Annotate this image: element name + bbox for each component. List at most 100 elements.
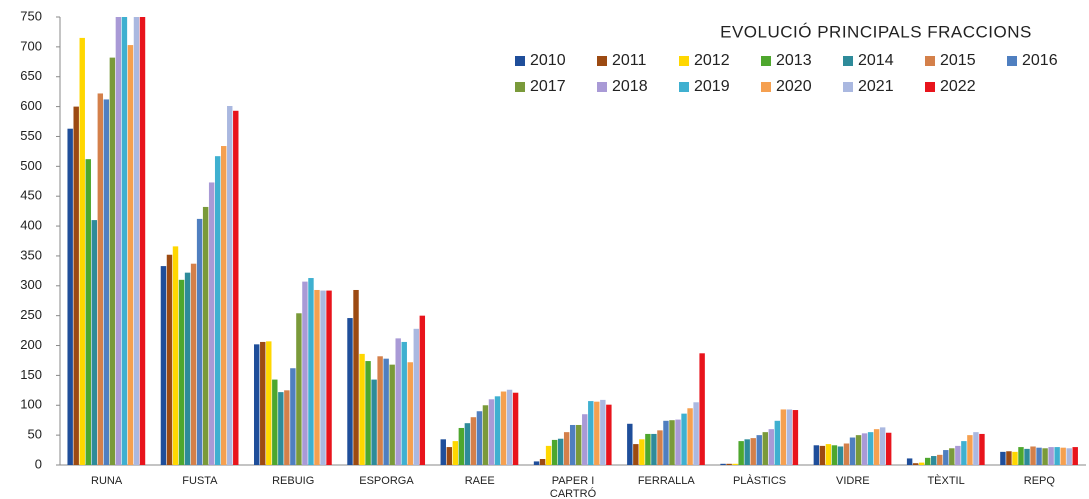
bar [693, 402, 699, 465]
bar [645, 433, 651, 465]
legend-swatch [925, 56, 935, 66]
bar [320, 290, 326, 465]
y-tick-label: 100 [20, 397, 42, 412]
y-tick-label: 0 [35, 456, 42, 471]
bar [401, 341, 407, 465]
bar [1066, 448, 1072, 465]
bar [184, 272, 191, 465]
bar [506, 389, 513, 465]
y-tick-label: 150 [20, 367, 42, 382]
y-tick-label: 550 [20, 128, 42, 143]
bar [488, 399, 495, 465]
bar [260, 341, 266, 465]
x-tick-label: TÈXTIL [927, 474, 964, 487]
bar [955, 445, 961, 465]
bar [296, 313, 302, 465]
bar [1000, 451, 1006, 465]
legend-label: 2012 [694, 52, 730, 69]
bar [539, 459, 546, 465]
bar [699, 353, 705, 465]
y-tick-label: 400 [20, 218, 42, 233]
bar [464, 423, 471, 465]
bar [353, 289, 359, 465]
bar [202, 206, 209, 465]
y-tick-label: 250 [20, 307, 42, 322]
bar [906, 458, 913, 465]
bar [347, 318, 353, 465]
bar [103, 99, 110, 465]
bar [551, 439, 558, 465]
bar [371, 379, 377, 465]
bar [512, 392, 519, 465]
bar [160, 266, 167, 465]
bar [133, 17, 140, 465]
legend-label: 2017 [530, 78, 566, 95]
legend-label: 2018 [612, 78, 648, 95]
bar [744, 439, 750, 465]
bar [109, 57, 116, 466]
y-tick-label: 450 [20, 188, 42, 203]
bar [937, 454, 943, 465]
bar [365, 361, 371, 465]
bar [943, 450, 949, 465]
bar [873, 429, 880, 465]
bar [557, 438, 564, 465]
x-tick-label: REBUIG [272, 475, 314, 487]
bar [446, 447, 453, 465]
bar [979, 433, 985, 465]
bar [1006, 451, 1012, 465]
bar [79, 37, 85, 465]
bar [786, 409, 793, 465]
bar [949, 448, 955, 465]
bar [476, 411, 483, 465]
bar [208, 182, 215, 465]
bar [831, 445, 838, 465]
bar [91, 220, 97, 465]
bar [533, 461, 540, 465]
x-tick-label: ESPORGA [359, 475, 414, 487]
legend-label: 2015 [940, 52, 976, 69]
bar [675, 419, 681, 465]
bar [121, 17, 128, 465]
bar [606, 404, 612, 465]
bar [326, 290, 332, 465]
bar [266, 341, 272, 465]
bar [1030, 446, 1036, 465]
bar [633, 444, 639, 465]
bar [482, 405, 489, 465]
chart-title: EVOLUCIÓ PRINCIPALS FRACCIONS [720, 22, 1032, 41]
bar [843, 443, 850, 465]
bar [726, 463, 732, 465]
bar [494, 396, 501, 465]
bar [1060, 447, 1066, 465]
bar [254, 344, 260, 465]
x-tick-label: REPQ [1024, 475, 1056, 487]
bar [221, 146, 227, 466]
bar [314, 289, 320, 465]
bar [389, 364, 395, 465]
x-tick-label: VIDRE [836, 475, 870, 487]
bar [918, 462, 925, 465]
legend-swatch [761, 82, 771, 92]
bar [377, 356, 383, 465]
legend-label: 2020 [776, 78, 812, 95]
bar [166, 254, 173, 465]
bar [73, 106, 79, 465]
bar [308, 278, 314, 465]
y-tick-label: 500 [20, 158, 42, 173]
bar [1048, 447, 1054, 465]
y-tick-label: 200 [20, 337, 42, 352]
bar [290, 368, 296, 465]
legend-swatch [597, 56, 607, 66]
bar [85, 159, 91, 465]
bar [178, 279, 185, 465]
bar [663, 420, 669, 465]
bar [849, 437, 856, 465]
bar [867, 432, 874, 465]
x-tick-label: FUSTA [182, 475, 218, 487]
bar [750, 438, 756, 465]
bar [383, 358, 389, 465]
legend-swatch [761, 56, 771, 66]
bar [115, 17, 122, 465]
